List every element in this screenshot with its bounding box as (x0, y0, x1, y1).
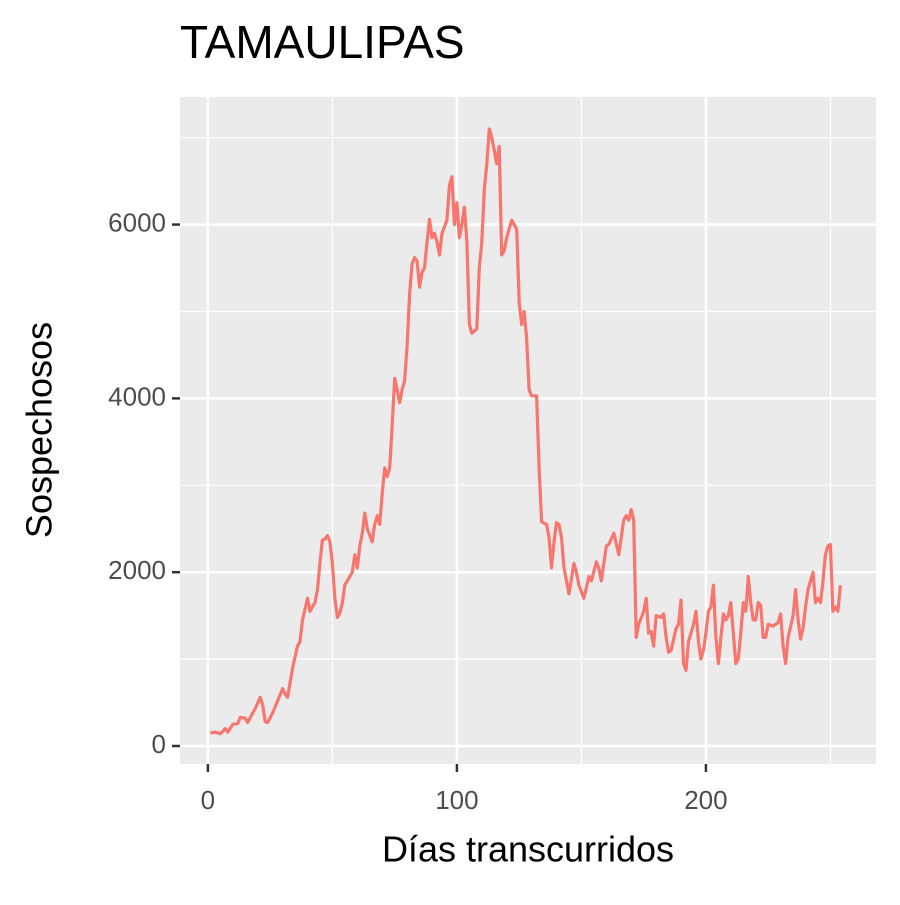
x-tick-label: 0 (201, 785, 215, 815)
chart-title: TAMAULIPAS (180, 16, 465, 68)
y-axis-title: Sospechosos (19, 322, 60, 538)
panel (180, 97, 876, 764)
y-tick-label: 0 (152, 729, 166, 759)
x-tick-label: 200 (684, 785, 727, 815)
y-tick-label: 4000 (108, 381, 166, 411)
x-axis-title: Días transcurridos (382, 829, 674, 870)
line (210, 127, 842, 736)
y-tick-label: 6000 (108, 207, 166, 237)
x-tick-label: 100 (435, 785, 478, 815)
y-tick-label: 2000 (108, 555, 166, 585)
